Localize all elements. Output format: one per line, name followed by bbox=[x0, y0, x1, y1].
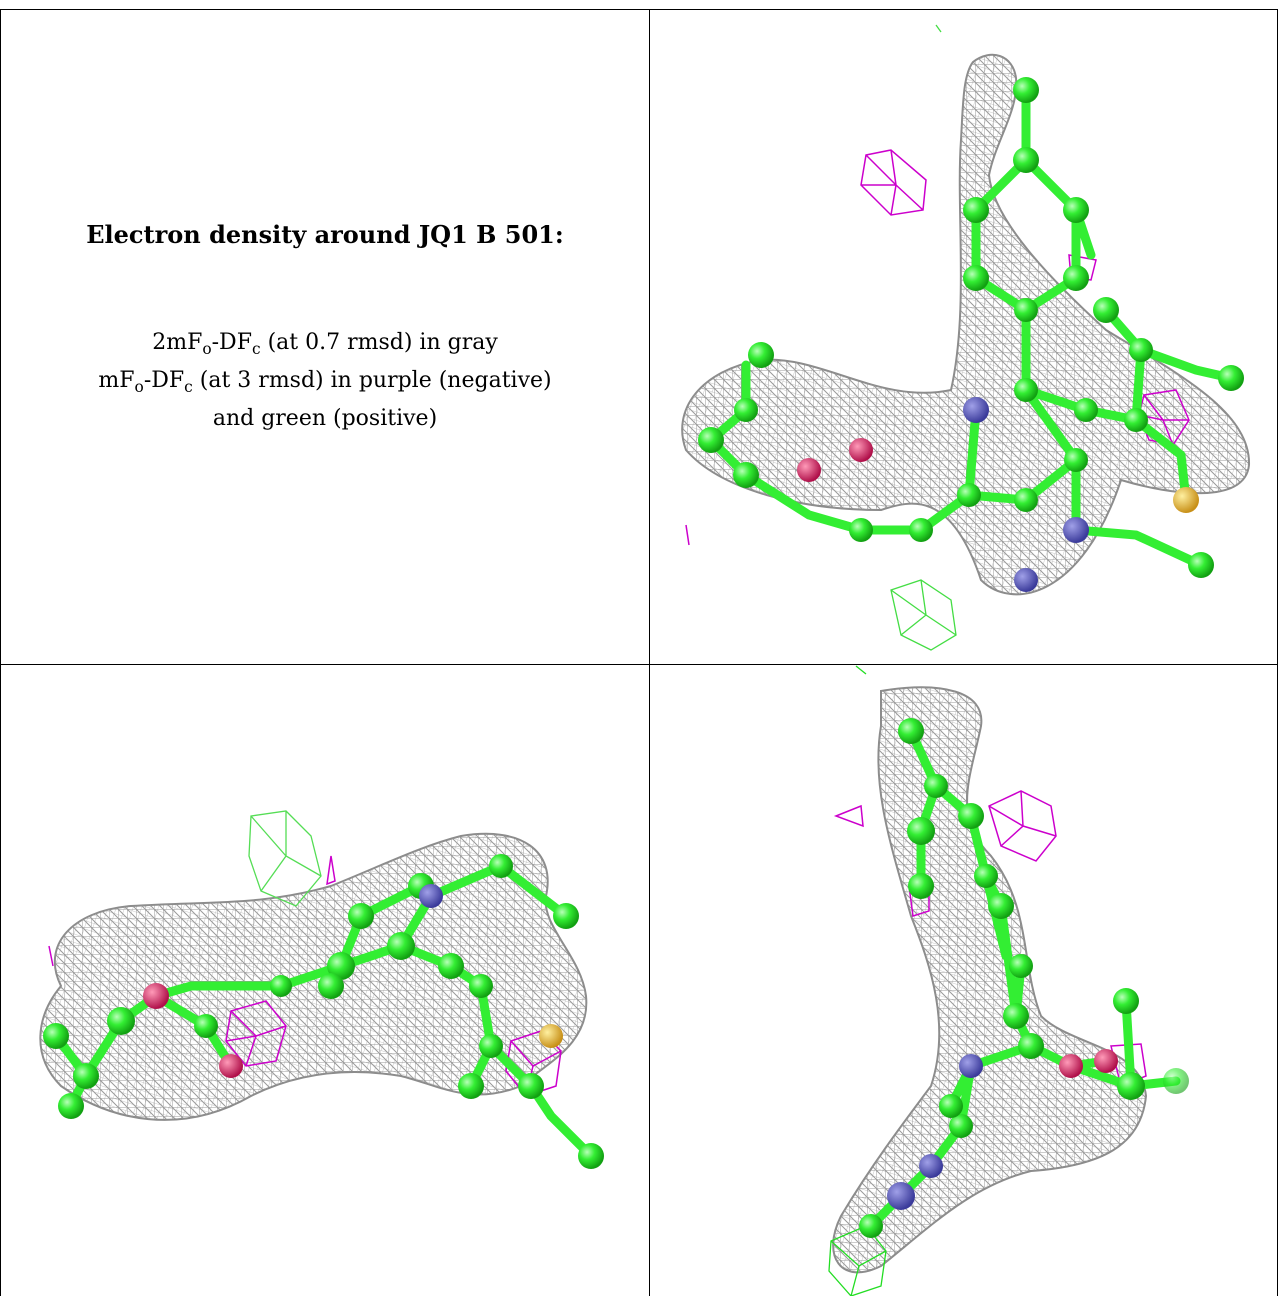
density-mesh-2fofc bbox=[832, 686, 1148, 1274]
molecule-view-top-right bbox=[681, 24, 1251, 651]
density-mesh-positive bbox=[248, 810, 322, 907]
molecule-view-bottom-right bbox=[828, 665, 1189, 1296]
grid-border-top bbox=[0, 9, 1278, 10]
caption-legend: 2mFo-DFc (at 0.7 rmsd) in gray mFo-DFc (… bbox=[0, 327, 650, 434]
caption-title: Electron density around JQ1 B 501: bbox=[86, 220, 564, 249]
grid-divider-vertical bbox=[649, 9, 650, 1296]
molecule-atoms bbox=[698, 77, 1244, 592]
density-mesh-2fofc bbox=[681, 53, 1251, 596]
molecule-atoms bbox=[859, 718, 1189, 1238]
grid-divider-horizontal bbox=[0, 664, 1278, 665]
molecule-view-bottom-left bbox=[39, 810, 604, 1169]
legend-fofc-positive: and green (positive) bbox=[212, 405, 438, 431]
density-mesh-negative bbox=[833, 790, 1147, 1088]
density-mesh-negative bbox=[685, 149, 1190, 546]
grid-border-left bbox=[0, 9, 1, 1296]
legend-fofc: mFo-DFc (at 3 rmsd) in purple (negative) bbox=[98, 367, 552, 396]
legend-2fofc: 2mFo-DFc (at 0.7 rmsd) in gray bbox=[152, 330, 498, 358]
caption-cell: Electron density around JQ1 B 501: 2mFo-… bbox=[0, 10, 649, 664]
molecule-atoms bbox=[43, 854, 604, 1169]
density-mesh-positive bbox=[890, 24, 957, 651]
